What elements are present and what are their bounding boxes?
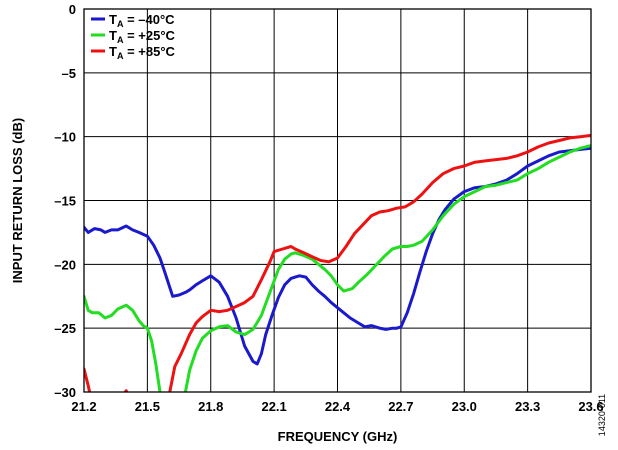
- x-axis-title: FREQUENCY (GHz): [278, 429, 398, 444]
- x-tick-label: 23.6: [578, 399, 603, 414]
- y-tick-label: –25: [54, 321, 76, 336]
- y-tick-label: –5: [62, 66, 76, 81]
- y-tick-label: –20: [54, 257, 76, 272]
- x-tick-label: 21.5: [135, 399, 160, 414]
- x-tick-label: 22.4: [325, 399, 351, 414]
- x-tick-label: 21.2: [71, 399, 96, 414]
- y-tick-labels: 0 –5 –10 –15 –20 –25 –30: [54, 2, 76, 400]
- y-tick-label: –30: [54, 385, 76, 400]
- series-line-plus85C: [84, 133, 591, 392]
- series-line-40C: [84, 146, 591, 366]
- series-line-plus25C: [84, 144, 591, 392]
- legend: TA = –40°CTA = +25°CTA = +85°C: [91, 12, 176, 61]
- x-tick-labels: 21.2 21.5 21.8 22.1 22.4 22.7 23.0 23.3 23.6: [71, 399, 603, 414]
- x-tick-label: 22.1: [261, 399, 286, 414]
- legend-label: TA = +25°C: [109, 28, 176, 45]
- figure-id: 14320-011: [597, 394, 607, 436]
- x-tick-label: 23.0: [452, 399, 477, 414]
- y-tick-label: –10: [54, 130, 76, 145]
- legend-label: TA = +85°C: [109, 44, 176, 61]
- y-axis-title: INPUT RETURN LOSS (dB): [10, 118, 25, 283]
- plot-frame: [83, 8, 592, 393]
- series-lines: [84, 133, 591, 392]
- y-tick-label: –15: [54, 194, 76, 209]
- grid: [83, 8, 592, 393]
- x-tick-label: 23.3: [515, 399, 540, 414]
- legend-label: TA = –40°C: [109, 12, 175, 29]
- x-tick-label: 21.8: [198, 399, 223, 414]
- x-tick-label: 22.7: [388, 399, 413, 414]
- y-tick-label: 0: [69, 2, 76, 17]
